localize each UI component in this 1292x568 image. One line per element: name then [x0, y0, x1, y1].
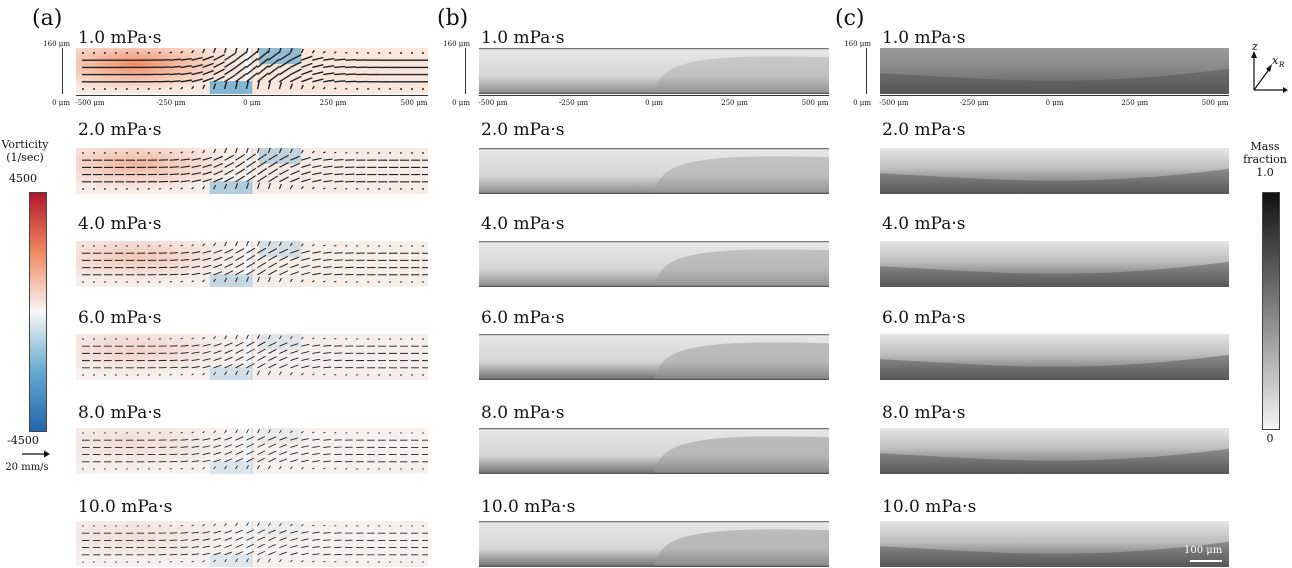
row-label-b: 8.0 mPa·s	[481, 403, 565, 423]
experiment-strip	[880, 521, 1229, 567]
mass-colorbar-title: Mass fraction 1.0	[1240, 140, 1290, 179]
row-label-a: 2.0 mPa·s	[78, 120, 162, 140]
simulation-strip	[479, 428, 829, 474]
vorticity-colorbar	[29, 192, 47, 432]
row-label-b: 6.0 mPa·s	[481, 308, 565, 328]
mass-title-line1: Mass	[1250, 140, 1280, 153]
x-tick-label: 250 μm	[1121, 99, 1149, 107]
simulation-strip	[479, 334, 829, 380]
vorticity-colorbar-title: Vorticity (1/sec)	[0, 138, 50, 164]
row-label-b: 10.0 mPa·s	[481, 497, 576, 517]
x-tick-label: 500 μm	[1201, 99, 1229, 107]
simulation-strip	[479, 521, 829, 567]
row-label-c: 1.0 mPa·s	[882, 28, 966, 48]
experiment-strip	[880, 48, 1229, 94]
panel-letter-b: (b)	[437, 6, 469, 31]
y-tick-bottom-a: 0 μm	[52, 99, 70, 107]
x-tick-label: 500 μm	[801, 99, 829, 107]
row-label-c: 4.0 mPa·s	[882, 214, 966, 234]
row-label-a: 4.0 mPa·s	[78, 214, 162, 234]
x-tick-label: -250 μm	[156, 99, 186, 107]
scale-bar-label: 100 μm	[1184, 545, 1223, 556]
axis-orientation-glyph: z x R	[1251, 42, 1288, 93]
row-label-b: 1.0 mPa·s	[481, 28, 565, 48]
panel-letter-c: (c)	[835, 6, 865, 31]
y-axis-line	[866, 48, 867, 94]
vorticity-strip	[76, 521, 428, 567]
x-tick-label: -500 μm	[75, 99, 105, 107]
y-tick-bottom-c: 0 μm	[853, 99, 871, 107]
x-tick-label: 250 μm	[319, 99, 347, 107]
axis-x-label: x	[1272, 54, 1279, 67]
row-label-a: 1.0 mPa·s	[78, 28, 162, 48]
velocity-scale-arrow	[22, 450, 50, 458]
x-tick-label: 500 μm	[400, 99, 428, 107]
vorticity-strip	[76, 48, 428, 94]
row-label-a: 10.0 mPa·s	[78, 497, 173, 517]
velocity-scale-label: 20 mm/s	[5, 462, 49, 473]
row-label-b: 2.0 mPa·s	[481, 120, 565, 140]
row-label-b: 4.0 mPa·s	[481, 214, 565, 234]
simulation-strip	[479, 48, 829, 94]
simulation-strip	[479, 241, 829, 287]
row-label-a: 8.0 mPa·s	[78, 403, 162, 423]
experiment-strip	[880, 334, 1229, 380]
row-label-c: 6.0 mPa·s	[882, 308, 966, 328]
vorticity-strip	[76, 148, 428, 194]
vorticity-max-label: 4500	[9, 172, 37, 185]
y-axis-line	[62, 48, 63, 94]
y-tick-bottom-b: 0 μm	[452, 99, 470, 107]
y-tick-top-b: 160 μm	[443, 40, 470, 48]
vorticity-min-label: -4500	[7, 434, 39, 447]
vorticity-title-line2: (1/sec)	[6, 151, 44, 164]
scale-bar-line	[1190, 560, 1222, 562]
simulation-strip	[479, 148, 829, 194]
mass-max-label: 1.0	[1256, 166, 1274, 179]
mass-colorbar	[1262, 192, 1280, 430]
x-axis-line	[880, 95, 1229, 96]
experiment-strip	[880, 148, 1229, 194]
x-axis-line	[76, 95, 428, 96]
row-label-c: 8.0 mPa·s	[882, 403, 966, 423]
panel-letter-a: (a)	[32, 6, 63, 31]
x-tick-label: -250 μm	[558, 99, 589, 107]
y-tick-top-a: 160 μm	[43, 40, 70, 48]
y-tick-top-c: 160 μm	[844, 40, 871, 48]
x-tick-label: -500 μm	[879, 99, 909, 107]
row-label-c: 10.0 mPa·s	[882, 497, 977, 517]
vorticity-strip	[76, 428, 428, 474]
row-label-a: 6.0 mPa·s	[78, 308, 162, 328]
axis-z-label: z	[1251, 42, 1258, 53]
experiment-strip	[880, 241, 1229, 287]
row-label-c: 2.0 mPa·s	[882, 120, 966, 140]
axis-x-subscript: R	[1278, 61, 1285, 69]
experiment-strip	[880, 428, 1229, 474]
x-axis-line	[479, 95, 829, 96]
x-tick-label: -500 μm	[478, 99, 508, 107]
mass-min-label: 0	[1266, 432, 1274, 445]
x-tick-label: 250 μm	[721, 99, 748, 107]
mass-title-line2: fraction	[1243, 153, 1287, 166]
vorticity-strip	[76, 334, 428, 380]
x-tick-label: 0 μm	[645, 99, 663, 107]
vorticity-title-line1: Vorticity	[1, 138, 49, 151]
vorticity-strip	[76, 241, 428, 287]
x-tick-label: -250 μm	[959, 99, 989, 107]
y-axis-line	[465, 48, 466, 94]
x-tick-label: 0 μm	[243, 99, 261, 107]
x-tick-label: 0 μm	[1045, 99, 1064, 107]
